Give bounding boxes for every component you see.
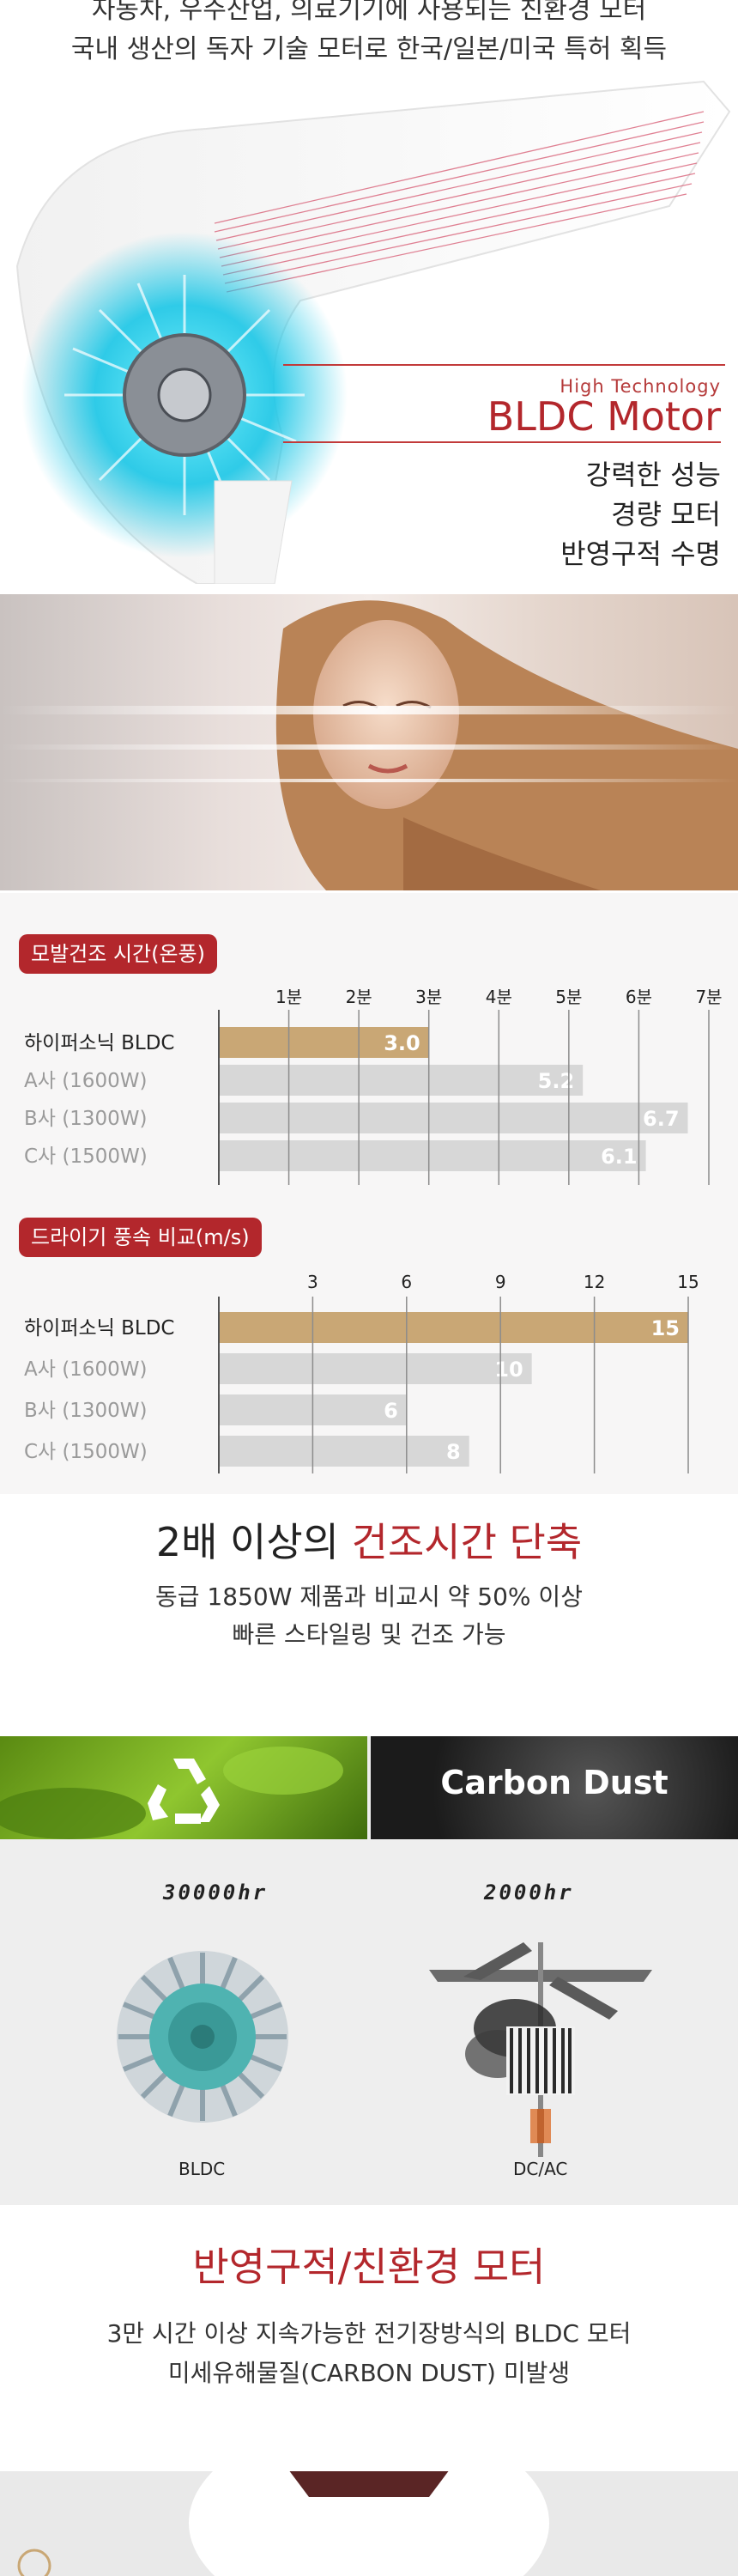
motor-illustrations	[117, 1942, 652, 2157]
dryer-top-illustration	[17, 2471, 549, 2576]
summary-line-2: 빠른 스타일링 및 건조 가능	[232, 1620, 506, 1649]
comparison-charts: 모발건조 시간(온풍) 하이퍼소닉 BLDC 3.0 A사 (1600W) 5.2 B사…	[0, 893, 738, 1494]
title-underline	[283, 441, 721, 443]
product-teaser	[0, 2471, 738, 2576]
eco-banner	[0, 1736, 367, 1839]
eco-line-2: 미세유해물질(CARBON DUST) 미발생	[167, 2359, 571, 2387]
drying-time-chart: 모발건조 시간(온풍) 하이퍼소닉 BLDC 3.0 A사 (1600W) 5.2 B사…	[0, 934, 738, 1200]
intro-section: 자동차, 우주산업, 의료기기에 사용되는 친환경 모터 국내 생산의 독자 기…	[0, 0, 738, 69]
drying-tick-label-1: 2분	[346, 987, 372, 1007]
wind-value-label-3: 8	[446, 1440, 461, 1464]
wind-value-label-1: 10	[494, 1358, 523, 1382]
intro-line-2: 국내 생산의 독자 기술 모터로 한국/일본/미국 특허 획득	[70, 34, 668, 64]
wind-tick-label-2: 9	[495, 1272, 506, 1292]
bldc-motor-section: High Technology BLDC Motor 강력한 성능 경량 모터 …	[0, 77, 738, 584]
wind-bar-0	[219, 1312, 688, 1343]
wind-category-0: 하이퍼소닉 BLDC	[24, 1317, 174, 1340]
wind-tick-label-3: 12	[584, 1272, 605, 1292]
motor-title: BLDC Motor	[487, 393, 721, 440]
drying-bar-1	[219, 1065, 584, 1096]
eco-motor-section: 반영구적/친환경 모터 3만 시간 이상 지속가능한 전기장방식의 BLDC 모…	[0, 2205, 738, 2471]
carbon-dust-label: Carbon Dust	[440, 1764, 668, 1801]
drying-tick-label-2: 3분	[415, 987, 442, 1007]
summary-heading: 2배 이상의 건조시간 단축	[0, 1511, 738, 1568]
drying-time-chart-svg: 하이퍼소닉 BLDC 3.0 A사 (1600W) 5.2 B사 (1300W) 6.7 C…	[24, 987, 723, 1185]
drying-summary: 2배 이상의 건조시간 단축 동급 1850W 제품과 비교시 약 50% 이상…	[0, 1494, 738, 1736]
drying-value-label-2: 6.7	[643, 1107, 680, 1131]
eco-heading: 반영구적/친환경 모터	[192, 2244, 546, 2290]
wind-tick-label-0: 3	[307, 1272, 318, 1292]
eco-line-1: 3만 시간 이상 지속가능한 전기장방식의 BLDC 모터	[106, 2319, 632, 2348]
dc-ac-motor-icon	[429, 1942, 652, 2157]
drying-tick-label-4: 5분	[555, 987, 582, 1007]
wind-speed-chart: 드라이기 풍속 비교(m/s) 하이퍼소닉 BLDC 15 A사 (1600W) 10…	[0, 1218, 738, 1484]
feature-long-life: 반영구적 수명	[560, 538, 721, 570]
bldc-caption: BLDC	[178, 2159, 226, 2179]
wind-category-2: B사 (1300W)	[24, 1400, 147, 1422]
dcac-caption: DC/AC	[513, 2159, 568, 2179]
summary-line-1: 동급 1850W 제품과 비교시 약 50% 이상	[155, 1583, 583, 1611]
drying-tick-label-5: 6분	[626, 987, 652, 1007]
drying-tick-label-3: 4분	[486, 987, 512, 1007]
bldc-fan-icon	[117, 1951, 288, 2123]
summary-heading-plain: 2배 이상의	[155, 1519, 352, 1565]
hair-model-illustration	[0, 600, 738, 890]
wind-category-1: A사 (1600W)	[24, 1358, 147, 1381]
drying-bar-0	[219, 1027, 429, 1058]
motor-features: 강력한 성능 경량 모터 반영구적 수명	[560, 455, 721, 574]
wind-bar-3	[219, 1436, 469, 1467]
wind-speed-chart-svg: 하이퍼소닉 BLDC 15 A사 (1600W) 10 B사 (1300W) 6 C사 (1…	[24, 1272, 699, 1473]
drying-value-label-1: 5.2	[538, 1069, 575, 1093]
wind-tick-label-1: 6	[401, 1272, 412, 1292]
drying-category-0: 하이퍼소닉 BLDC	[24, 1032, 174, 1054]
model-photo	[0, 594, 738, 890]
wind-tick-label-4: 15	[677, 1272, 699, 1292]
drying-value-label-3: 6.1	[601, 1145, 638, 1169]
drying-bar-2	[219, 1103, 688, 1133]
drying-category-2: B사 (1300W)	[24, 1108, 147, 1130]
feature-powerful: 강력한 성능	[585, 459, 721, 491]
wind-bar-1	[219, 1353, 532, 1384]
motor-subtitle: High Technology	[560, 376, 721, 397]
carbon-dust-banner: Carbon Dust	[371, 1736, 738, 1839]
drying-tick-label-6: 7분	[695, 987, 722, 1007]
drying-tick-label-0: 1분	[275, 987, 302, 1007]
feature-lightweight: 경량 모터	[611, 498, 721, 531]
wind-value-label-2: 6	[384, 1399, 398, 1423]
bldc-hours: 30000hr	[163, 1880, 269, 1905]
wind-speed-chart-title: 드라이기 풍속 비교(m/s)	[19, 1218, 262, 1257]
motor-comparison: Carbon Dust 30000hr 2000hr	[0, 1736, 738, 2205]
wind-category-3: C사 (1500W)	[24, 1441, 148, 1463]
drying-time-chart-title: 모발건조 시간(온풍)	[19, 934, 217, 974]
drying-category-3: C사 (1500W)	[24, 1145, 148, 1168]
recycle-icon	[0, 1747, 343, 1839]
summary-heading-accent: 건조시간 단축	[351, 1519, 583, 1565]
drying-bar-3	[219, 1140, 646, 1171]
drying-category-1: A사 (1600W)	[24, 1070, 147, 1092]
dcac-hours: 2000hr	[484, 1880, 574, 1905]
hair-dryer-illustration	[15, 80, 731, 584]
drying-value-label-0: 3.0	[384, 1031, 420, 1055]
wind-value-label-0: 15	[651, 1316, 680, 1340]
intro-line-1: 자동차, 우주산업, 의료기기에 사용되는 친환경 모터	[91, 0, 647, 25]
